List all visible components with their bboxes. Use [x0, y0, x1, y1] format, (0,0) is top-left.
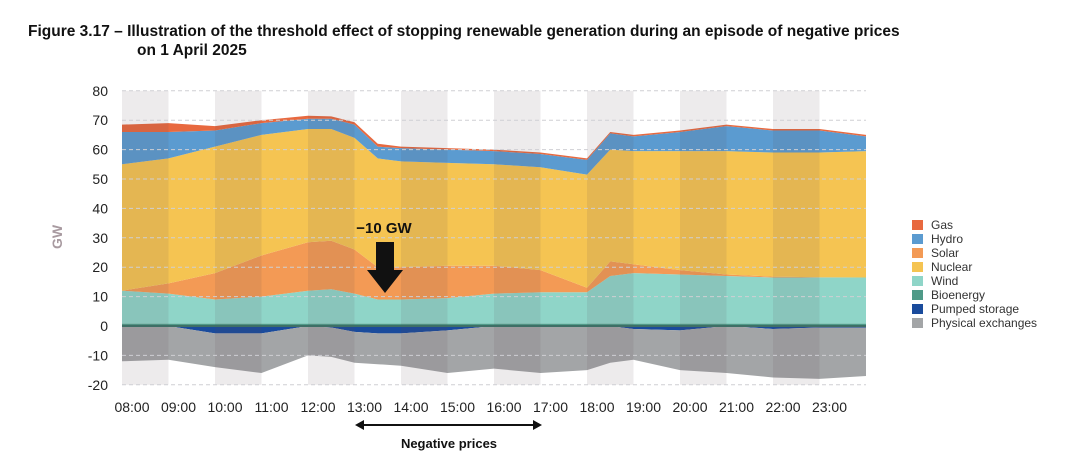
legend-label: Bioenergy: [931, 288, 986, 302]
area-solar: [122, 240, 866, 300]
legend-item: Hydro: [912, 232, 1037, 246]
figure-title: Figure 3.17 – Illustration of the thresh…: [28, 22, 900, 60]
x-tick-label: 21:00: [719, 399, 754, 415]
legend-label: Pumped storage: [931, 302, 1020, 316]
y-tick-label: 30: [92, 230, 108, 246]
x-tick-label: 12:00: [300, 399, 335, 415]
x-tick-label: 20:00: [672, 399, 707, 415]
title-line-2: on 1 April 2025: [137, 42, 247, 59]
area-wind: [122, 273, 866, 324]
x-tick-label: 11:00: [255, 399, 289, 415]
y-tick-label: 40: [92, 200, 108, 216]
legend-swatch: [912, 248, 923, 258]
x-tick-label: 10:00: [207, 399, 242, 415]
area-physical-exchanges: [122, 326, 866, 379]
annotations-layer: −10 GW Negative prices: [355, 220, 542, 451]
negative-prices-arrow: [355, 420, 542, 430]
y-tick-label: 0: [100, 318, 108, 334]
y-tick-label: 80: [92, 83, 108, 99]
y-tick-label: -20: [88, 377, 108, 393]
legend-label: Nuclear: [931, 260, 973, 274]
area-hydro: [122, 118, 866, 175]
x-tick-label: 22:00: [765, 399, 800, 415]
area-nuclear: [122, 129, 866, 291]
legend-item: Physical exchanges: [912, 316, 1037, 330]
x-tick-label: 18:00: [579, 399, 614, 415]
legend-item: Solar: [912, 246, 1037, 260]
x-tick-label: 16:00: [486, 399, 521, 415]
y-tick-label: -10: [88, 347, 108, 363]
x-tick-label: 14:00: [393, 399, 428, 415]
legend-label: Solar: [931, 246, 960, 260]
gridlines-layer: [122, 90, 866, 386]
y-axis-label: GW: [49, 224, 65, 249]
areas-layer: [122, 115, 866, 379]
legend: Gas Hydro Solar Nuclear Wind Bioenergy Pumped …: [912, 218, 1037, 330]
y-tick-label: 20: [92, 259, 108, 275]
y-ticks-layer: 80 70 60 50 40 30 20 10 0 -10 -20: [88, 83, 108, 393]
legend-item: Gas: [912, 218, 1037, 232]
down-arrow-icon: [367, 242, 403, 293]
x-tick-label: 13:00: [347, 399, 382, 415]
legend-item: Wind: [912, 274, 1037, 288]
legend-swatch: [912, 276, 923, 286]
x-tick-label: 08:00: [114, 399, 149, 415]
x-tick-label: 19:00: [626, 399, 661, 415]
legend-label: Physical exchanges: [931, 316, 1038, 330]
y-tick-label: 10: [92, 289, 108, 305]
legend-swatch: [912, 262, 923, 272]
area-gas: [122, 115, 866, 160]
legend-swatch: [912, 304, 923, 314]
x-tick-label: 17:00: [533, 399, 568, 415]
legend-item: Nuclear: [912, 260, 1037, 274]
legend-label: Wind: [931, 274, 959, 288]
y-tick-label: 70: [92, 112, 108, 128]
legend-swatch: [912, 220, 923, 230]
x-tick-label: 09:00: [161, 399, 196, 415]
legend-item: Pumped storage: [912, 302, 1037, 316]
y-tick-label: 60: [92, 142, 108, 158]
title-line-1: Figure 3.17 – Illustration of the thresh…: [28, 23, 900, 40]
x-tick-label: 23:00: [812, 399, 847, 415]
negative-prices-label: Negative prices: [401, 436, 497, 451]
legend-swatch: [912, 234, 923, 244]
x-tick-label: 15:00: [440, 399, 475, 415]
legend-swatch: [912, 290, 923, 300]
legend-label: Gas: [931, 218, 954, 232]
drop-label: −10 GW: [356, 220, 412, 237]
x-ticks-layer: 08:00 09:00 10:00 11:00 12:00 13:00 14:00 15:00…: [114, 399, 847, 415]
area-pumped-storage: [122, 326, 866, 334]
legend-swatch: [912, 318, 923, 328]
legend-item: Bioenergy: [912, 288, 1037, 302]
y-tick-label: 50: [92, 171, 108, 187]
legend-label: Hydro: [931, 232, 964, 246]
